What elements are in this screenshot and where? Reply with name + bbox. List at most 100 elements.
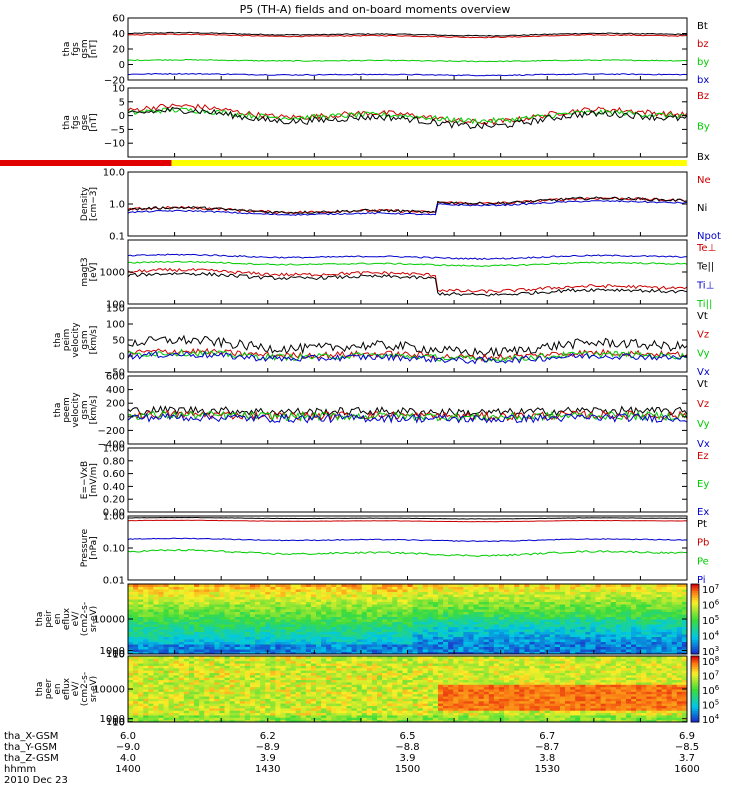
heatmap-cell bbox=[270, 712, 276, 716]
heatmap-cell bbox=[600, 621, 607, 625]
heatmap-cell bbox=[387, 634, 393, 637]
heatmap-cell bbox=[305, 665, 312, 669]
heatmap-cell bbox=[173, 663, 180, 666]
heatmap-cell bbox=[636, 631, 642, 635]
heatmap-cell bbox=[371, 686, 378, 690]
heatmap-cell bbox=[204, 691, 210, 695]
heatmap-cell bbox=[183, 705, 190, 709]
heatmap-cell bbox=[270, 674, 276, 678]
heatmap-cell bbox=[194, 686, 200, 690]
heatmap-cell bbox=[275, 679, 281, 683]
heatmap-cell bbox=[519, 624, 525, 627]
heatmap-cell bbox=[382, 670, 388, 673]
heatmap-cell bbox=[133, 599, 139, 602]
heatmap-cell bbox=[559, 641, 566, 645]
heatmap-cell bbox=[163, 658, 170, 662]
heatmap-cell bbox=[377, 646, 383, 650]
heatmap-cell bbox=[473, 644, 480, 647]
heatmap-cell bbox=[204, 658, 210, 662]
heatmap-cell bbox=[280, 589, 287, 592]
heatmap-cell bbox=[590, 591, 597, 595]
heatmap-cell bbox=[620, 616, 627, 620]
heatmap-cell bbox=[295, 679, 302, 683]
heatmap-cell bbox=[249, 665, 256, 669]
heatmap-cell bbox=[636, 591, 642, 595]
heatmap-cell bbox=[437, 649, 444, 652]
ytick-label: −200 bbox=[98, 426, 125, 437]
heatmap-cell bbox=[641, 616, 647, 620]
heatmap-cell bbox=[387, 689, 393, 692]
heatmap-cell bbox=[554, 631, 561, 635]
heatmap-cell bbox=[443, 636, 449, 640]
heatmap-cell bbox=[290, 596, 297, 600]
heatmap-cell bbox=[204, 710, 210, 714]
heatmap-cell bbox=[153, 681, 159, 685]
heatmap-cell bbox=[615, 586, 622, 590]
heatmap-cell bbox=[300, 636, 307, 640]
heatmap-cell bbox=[326, 649, 332, 652]
heatmap-cell bbox=[371, 624, 378, 627]
heatmap-cell bbox=[620, 651, 627, 655]
heatmap-cell bbox=[255, 586, 261, 590]
heatmap-cell bbox=[346, 641, 353, 645]
heatmap-cell bbox=[326, 696, 332, 699]
heatmap-cell bbox=[361, 611, 368, 615]
heatmap-cell bbox=[666, 586, 673, 590]
heatmap-cell bbox=[280, 714, 287, 718]
heatmap-cell bbox=[676, 586, 683, 590]
heatmap-cell bbox=[133, 705, 139, 709]
heatmap-cell bbox=[514, 601, 520, 605]
heatmap-cell bbox=[310, 693, 317, 697]
heatmap-cell bbox=[229, 594, 236, 597]
heatmap-cell bbox=[387, 599, 393, 602]
heatmap-cell bbox=[168, 611, 175, 615]
heatmap-cell bbox=[316, 712, 322, 716]
heatmap-cell bbox=[504, 624, 510, 627]
heatmap-cell bbox=[285, 684, 292, 688]
heatmap-cell bbox=[321, 616, 327, 620]
heatmap-cell bbox=[204, 707, 210, 711]
heatmap-cell bbox=[300, 599, 307, 602]
heatmap-cell bbox=[565, 626, 571, 630]
heatmap-cell bbox=[356, 665, 363, 669]
heatmap-cell bbox=[168, 594, 175, 597]
heatmap-cell bbox=[178, 674, 185, 678]
heatmap-cell bbox=[356, 663, 363, 666]
heatmap-cell bbox=[168, 679, 175, 683]
legend-label: by bbox=[697, 57, 709, 68]
heatmap-cell bbox=[188, 614, 195, 617]
heatmap-cell bbox=[224, 693, 231, 697]
heatmap-cell bbox=[143, 677, 149, 681]
heatmap-cell bbox=[402, 619, 408, 622]
heatmap-cell bbox=[554, 584, 561, 587]
heatmap-cell bbox=[397, 691, 403, 695]
heatmap-cell bbox=[290, 626, 297, 630]
heatmap-cell bbox=[168, 651, 175, 655]
heatmap-cell bbox=[402, 589, 408, 592]
heatmap-cell bbox=[214, 584, 220, 587]
heatmap-cell bbox=[570, 619, 576, 622]
heatmap-cell bbox=[229, 644, 236, 647]
heatmap-cell bbox=[392, 663, 398, 666]
heatmap-cell bbox=[300, 634, 307, 637]
heatmap-cell bbox=[183, 639, 190, 642]
heatmap-cell bbox=[199, 698, 205, 702]
heatmap-cell bbox=[188, 601, 195, 605]
heatmap-cell bbox=[229, 624, 236, 627]
heatmap-cell bbox=[346, 665, 353, 669]
heatmap-cell bbox=[305, 596, 312, 600]
heatmap-cell bbox=[427, 584, 434, 587]
heatmap-cell bbox=[290, 634, 297, 637]
heatmap-cell bbox=[397, 611, 403, 615]
heatmap-cell bbox=[270, 663, 276, 666]
heatmap-cell bbox=[382, 681, 388, 685]
heatmap-cell bbox=[585, 621, 591, 625]
heatmap-cell bbox=[620, 629, 627, 632]
heatmap-cell bbox=[173, 691, 180, 695]
heatmap-cell bbox=[305, 641, 312, 645]
heatmap-cell bbox=[641, 629, 647, 632]
heatmap-cell bbox=[229, 686, 236, 690]
heatmap-cell bbox=[143, 691, 149, 695]
heatmap-cell bbox=[199, 646, 205, 650]
